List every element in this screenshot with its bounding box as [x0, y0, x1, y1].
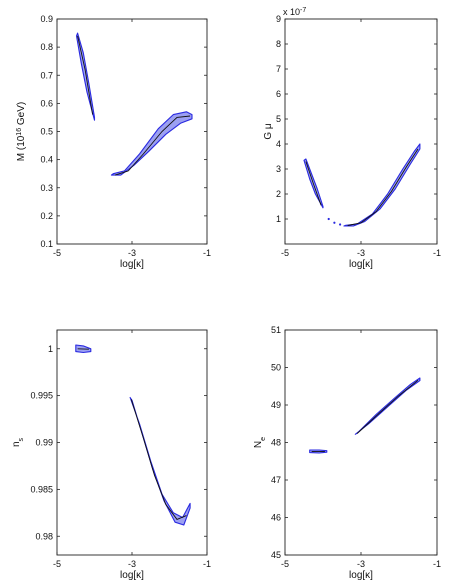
y-tick-label: 0.1 [40, 239, 53, 249]
y-tick-label: 49 [271, 400, 281, 410]
y-tick-label: 0.5 [40, 127, 53, 137]
x-tick-label: -1 [203, 248, 211, 258]
scatter-dot-2 [333, 221, 336, 224]
y-tick-label: 0.985 [30, 484, 53, 494]
scatter-dot-1 [327, 217, 330, 221]
x-axis-label: log[κ] [349, 259, 373, 270]
y-tick-label: 0.99 [35, 438, 53, 448]
y-axis-label: ns [11, 437, 25, 447]
x-axis-label: log[κ] [349, 570, 373, 581]
y-tick-label: 2 [276, 189, 281, 199]
x-tick-label: -1 [203, 559, 211, 569]
panel-top-right: -5 -3 -1 1 2 3 4 5 6 7 8 9 log[κ] G μ x 10-7 [263, 7, 441, 271]
y-tick-label: 50 [271, 363, 281, 373]
panel-bottom-left: -5 -3 -1 0.98 0.985 0.99 0.995 1 log[κ] ns [11, 329, 211, 581]
x-axis-label: log[κ] [120, 570, 144, 581]
x-tick-label: -3 [357, 559, 365, 569]
best-fit-ridge-2 [356, 379, 419, 434]
x-tick-label: -1 [433, 559, 441, 569]
confidence-region-2 [343, 143, 421, 227]
y-tick-label: 47 [271, 475, 281, 485]
plot-frame [284, 18, 438, 245]
y-tick-label: 0.6 [40, 98, 53, 108]
y-tick-label: 3 [276, 164, 281, 174]
y-tick-label: 7 [276, 64, 281, 74]
y-tick-label: 0.7 [40, 70, 53, 80]
y-tick-label: 45 [271, 550, 281, 560]
y-tick-label: 0.98 [35, 531, 53, 541]
plot-frame [284, 329, 438, 556]
y-axis-label: Ne [253, 437, 267, 448]
x-tick-label: -5 [53, 248, 61, 258]
y-tick-label: 0.3 [40, 183, 53, 193]
y-tick-label: 8 [276, 39, 281, 49]
y-tick-label: 4 [276, 139, 281, 149]
panel-bottom-right: -5 -3 -1 45 46 47 48 49 50 51 log[κ] Ne [253, 325, 441, 581]
x-tick-label: -5 [53, 559, 61, 569]
x-tick-label: -5 [281, 559, 289, 569]
y-tick-label: 1 [48, 344, 53, 354]
x-tick-label: -3 [128, 559, 136, 569]
confidence-region-2 [129, 396, 191, 526]
y-tick-label: 6 [276, 89, 281, 99]
y-tick-label: 0.995 [30, 391, 53, 401]
best-fit-ridge-2 [130, 399, 187, 520]
best-fit-ridge-1 [77, 35, 94, 115]
x-axis-label: log[κ] [120, 259, 144, 270]
panel-top-left: -5 -3 -1 0.1 0.2 0.3 0.4 0.5 0.6 0.7 0.8 0.9 log[κ] M… [16, 14, 212, 270]
y-tick-label: 48 [271, 438, 281, 448]
x-tick-label: -5 [281, 248, 289, 258]
y-tick-label: 51 [271, 325, 281, 335]
y-tick-label: 0.8 [40, 42, 53, 52]
best-fit-ridge-1 [305, 161, 322, 206]
y-tick-label: 0.9 [40, 14, 53, 24]
x-tick-label: -3 [357, 248, 365, 258]
scatter-dot-3 [339, 223, 342, 226]
x-tick-label: -1 [433, 248, 441, 258]
y-tick-label: 0.2 [40, 211, 53, 221]
x-tick-label: -3 [128, 248, 136, 258]
y-tick-label: 46 [271, 513, 281, 523]
y-tick-label: 5 [276, 114, 281, 124]
best-fit-ridge-2 [347, 148, 419, 226]
y-axis-label: G μ [263, 123, 274, 140]
y-tick-label: 1 [276, 214, 281, 224]
best-fit-ridge-2 [114, 115, 191, 176]
y-scale-multiplier: x 10-7 [283, 7, 306, 18]
y-axis-label: M (1016 GeV) [16, 102, 28, 161]
y-tick-label: 9 [276, 14, 281, 24]
y-tick-label: 0.4 [40, 155, 53, 165]
